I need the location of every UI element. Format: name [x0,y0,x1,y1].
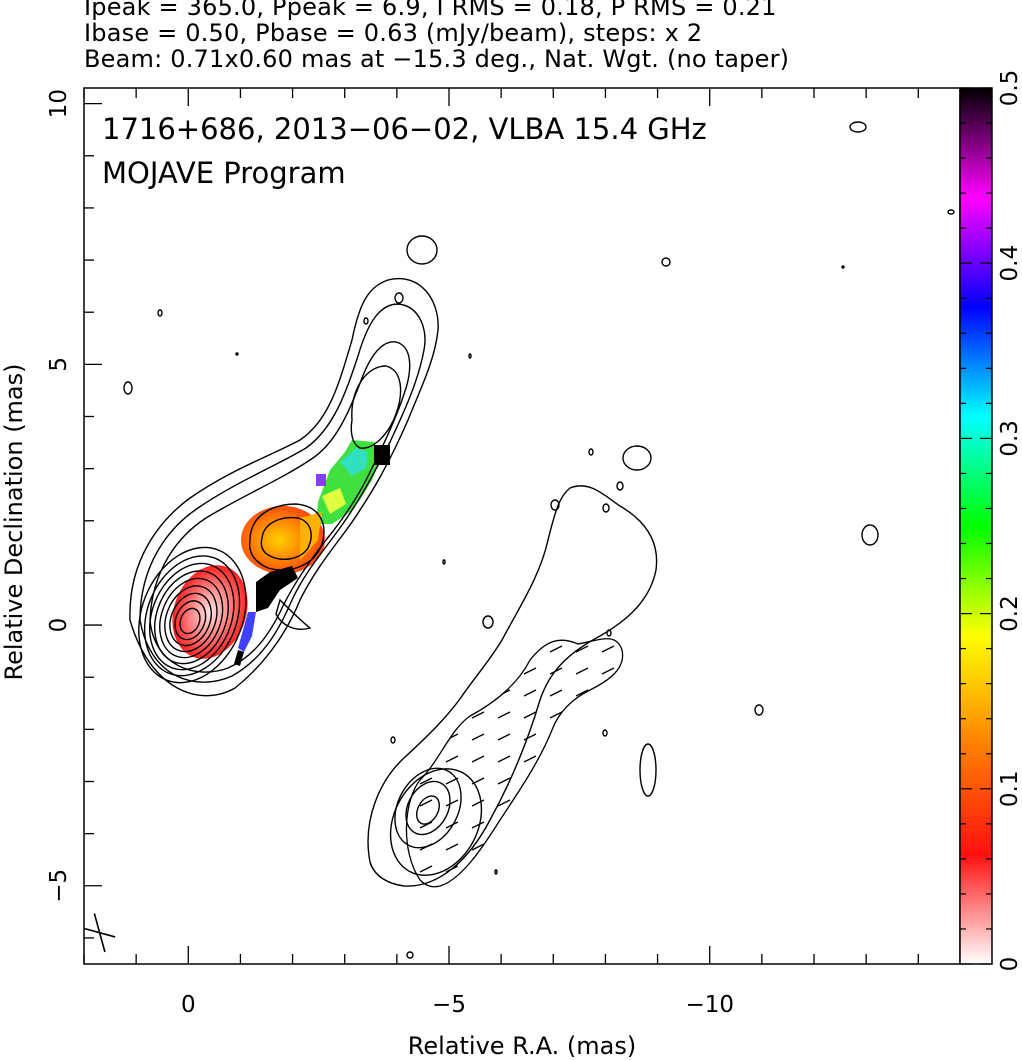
contour-spur [275,598,312,630]
noise-contour [468,353,472,359]
map-header: Ipeak = 365.0, Ppeak = 6.9, I RMS = 0.18… [84,0,984,72]
pol-region-fringe [238,612,256,652]
noise-contour [588,448,594,456]
noise-contour [606,629,612,637]
colorbar [959,87,993,965]
noise-contour [622,445,652,471]
beam-marker [83,913,116,953]
noise-contour [616,481,624,491]
contour-knot [260,516,312,560]
noise-contour [661,257,671,267]
x-axis-ticks: 0 −5 −10 [83,88,919,1018]
colorbar-tick-label: 0.3 [997,420,1022,457]
y-tick-label: −5 [46,869,72,903]
noise-contour [390,736,396,744]
contour-outer-knot [350,365,402,449]
contour-core [159,577,224,659]
colorbar-tick-label: 0 [997,957,1022,972]
noise-contour [394,292,404,304]
noise-contour [494,869,498,875]
noise-contour [849,121,867,133]
x-axis-label: Relative R.A. (mas) [408,1032,636,1060]
pol-region-saturated [234,650,244,666]
pol-region-saturated [256,566,298,612]
ghost-contour [389,768,483,876]
noise-contour [550,499,560,511]
contour-outer [129,277,439,697]
ghost-contour [416,795,440,825]
noise-contour [406,951,414,959]
chart-title: 1716+686, 2013−06−02, VLBA 15.4 GHz [102,112,707,146]
noise-contour [602,729,608,737]
intensity-contour [139,303,426,683]
pol-region-outer-jet [340,448,368,476]
negative-hatched-region [405,638,624,888]
contour-core [154,570,229,665]
pol-region-outer-jet [322,488,346,514]
pol-region-core [172,565,248,659]
x-tick-label: −10 [685,992,734,1018]
colorbar-tick-label: 0.5 [997,70,1022,107]
x-tick-label: −5 [432,992,466,1018]
contour-layer [123,121,955,959]
y-tick-label: 0 [46,618,72,633]
plot-frame [83,87,961,965]
colorbar-tick-label: 0.4 [997,245,1022,282]
noise-contour [406,235,438,265]
noise-contour [123,381,133,395]
y-axis-ticks: −5 0 5 10 [46,89,102,939]
contour-knot [248,503,325,571]
chart-subtitle: MOJAVE Program [102,156,346,190]
noise-contour [235,352,239,356]
noise-contour [754,704,764,716]
colorbar-tick-label: 0.2 [997,595,1022,632]
ghost-contour [394,767,462,849]
noise-contour [363,317,369,325]
pol-region-outer-jet [316,474,326,486]
contour-core [143,555,241,677]
noise-contour [482,615,494,629]
noise-contour [841,265,845,269]
polarization-layer [172,440,390,666]
intensity-contour [149,341,411,673]
contour-core [169,592,212,647]
contour-core [174,600,207,641]
colorbar-ticks: 0 0.1 0.2 0.3 0.4 0.5 [960,70,1022,972]
y-axis-label: Relative Declination (mas) [0,363,28,680]
header-line-3: Beam: 0.71x0.60 mas at −15.3 deg., Nat. … [84,45,790,73]
beam-minor-axis [83,927,116,938]
noise-contour [861,524,879,546]
contour-core [164,585,218,653]
y-tick-label: 10 [46,89,72,118]
noise-contour [947,209,955,215]
noise-contour [639,743,657,797]
noise-contour [157,309,163,317]
contour-core [138,546,247,684]
ghost-contour [405,780,451,836]
header-line-2: Ibase = 0.50, Pbase = 0.63 (mJy/beam), s… [84,19,703,47]
header-line-1: Ipeak = 365.0, Ppeak = 6.9, I RMS = 0.18… [84,0,777,21]
x-tick-label: 0 [181,992,196,1018]
contour-core [148,562,235,671]
noise-contour [602,503,610,513]
noise-contour [442,559,446,565]
colorbar-tick-label: 0.1 [997,771,1022,808]
contour-core [179,607,201,635]
y-tick-label: 5 [46,357,72,372]
